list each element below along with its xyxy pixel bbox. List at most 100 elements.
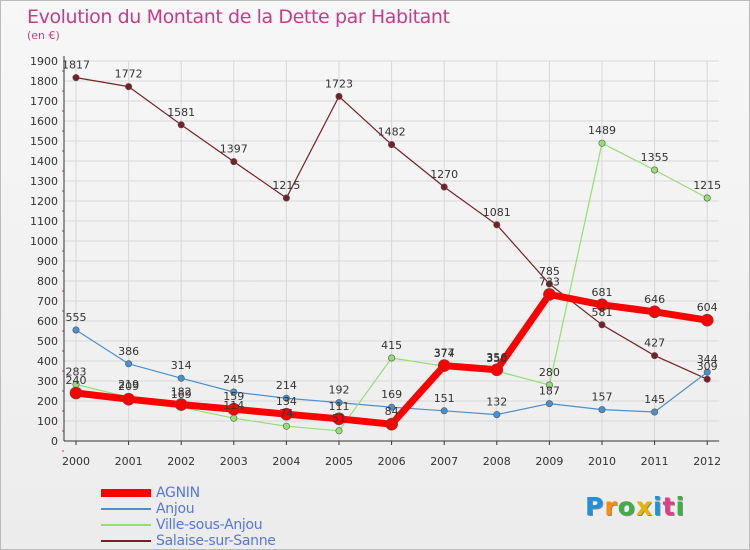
logo-letter: o [617, 492, 636, 521]
data-label-salaise-sur-sanne: 1482 [378, 126, 406, 139]
data-point-salaise-sur-sanne [388, 141, 396, 149]
data-point-anjou [230, 388, 238, 396]
data-label-salaise-sur-sanne: 1397 [220, 143, 248, 156]
data-point-salaise-sur-sanne [493, 221, 501, 229]
data-label-salaise-sur-sanne: 1817 [62, 59, 90, 72]
data-label-agnin: 681 [592, 286, 613, 299]
data-point-anjou [335, 399, 343, 407]
data-label-salaise-sur-sanne: 1270 [430, 168, 458, 181]
data-point-anjou [440, 407, 448, 415]
data-label-ville-sous-anjou: 350 [486, 352, 507, 365]
logo-letter: r [604, 492, 618, 521]
data-point-salaise-sur-sanne [335, 92, 343, 100]
data-point-agnin [122, 392, 135, 406]
data-point-agnin [385, 417, 398, 431]
data-label-anjou: 214 [276, 379, 297, 392]
legend-label: Ville-sous-Anjou [156, 517, 263, 533]
data-point-agnin [280, 407, 293, 421]
unit-label: (en €) [27, 29, 60, 42]
y-tick-label: 1700 [30, 95, 58, 108]
y-tick-label: 700 [37, 295, 58, 308]
y-tick-label: 300 [37, 375, 58, 388]
y-tick-label: 800 [37, 275, 58, 288]
data-label-anjou: 555 [66, 311, 87, 324]
data-label-ville-sous-anjou: 283 [66, 365, 87, 378]
y-tick-label: 600 [37, 315, 58, 328]
x-tick-label: 2007 [430, 455, 458, 468]
chart-title: Evolution du Montant de la Dette par Hab… [27, 6, 450, 28]
legend-swatch [101, 489, 151, 497]
data-label-salaise-sur-sanne: 309 [697, 360, 718, 373]
data-label-agnin: 240 [66, 374, 87, 387]
data-point-anjou [177, 374, 185, 382]
x-tick-label: 2011 [641, 455, 669, 468]
data-point-agnin [543, 288, 556, 301]
y-tick-label: 1100 [30, 215, 58, 228]
data-point-ville-sous-anjou [282, 422, 290, 430]
data-label-agnin: 604 [697, 301, 718, 314]
data-point-agnin [490, 363, 504, 377]
x-tick-label: 2012 [693, 455, 721, 468]
x-tick-label: 2002 [167, 455, 195, 468]
data-label-ville-sous-anjou: 74 [279, 407, 293, 420]
data-label-salaise-sur-sanne: 1772 [115, 68, 143, 81]
data-point-anjou [598, 406, 606, 414]
y-tick-label: 500 [37, 335, 58, 348]
data-point-anjou [72, 326, 80, 334]
legend-label: Anjou [156, 501, 195, 517]
y-tick-label: 1900 [30, 55, 58, 68]
data-label-salaise-sur-sanne: 1215 [272, 179, 300, 192]
data-label-salaise-sur-sanne: 427 [644, 337, 665, 350]
data-point-agnin [227, 402, 241, 416]
data-point-salaise-sur-sanne [545, 280, 553, 288]
logo-letter: P [585, 492, 605, 521]
data-point-ville-sous-anjou [598, 139, 606, 147]
y-tick-label: 1600 [30, 115, 58, 128]
data-point-salaise-sur-sanne [598, 321, 606, 329]
y-tick-label: 200 [37, 395, 58, 408]
data-label-agnin: 159 [223, 390, 244, 403]
data-label-ville-sous-anjou: 219 [118, 378, 139, 391]
data-label-anjou: 344 [697, 353, 718, 366]
y-tick-label: 400 [37, 355, 58, 368]
data-label-salaise-sur-sanne: 581 [592, 306, 613, 319]
data-label-agnin: 209 [118, 380, 139, 393]
proxiti-logo: Proxiti [585, 492, 685, 521]
logo-letter: x [635, 492, 653, 521]
y-tick-label: 1400 [30, 155, 58, 168]
x-tick-label: 2010 [588, 455, 616, 468]
data-point-salaise-sur-sanne [651, 352, 659, 360]
data-point-agnin [437, 359, 451, 372]
x-tick-label: 2003 [220, 455, 248, 468]
x-tick-label: 2008 [483, 455, 511, 468]
data-point-anjou [125, 360, 133, 368]
data-label-salaise-sur-sanne: 1723 [325, 77, 353, 90]
data-label-agnin: 134 [276, 395, 297, 408]
legend-label: Salaise-sur-Sanne [156, 533, 276, 549]
data-label-ville-sous-anjou: 280 [539, 366, 560, 379]
data-point-salaise-sur-sanne [177, 121, 185, 129]
x-tick-label: 2009 [535, 455, 563, 468]
data-point-ville-sous-anjou [335, 427, 343, 435]
data-label-anjou: 187 [539, 385, 560, 398]
data-label-ville-sous-anjou: 1489 [588, 124, 616, 137]
data-label-ville-sous-anjou: 415 [381, 339, 402, 352]
x-tick-label: 2004 [272, 455, 300, 468]
data-label-agnin: 646 [644, 293, 665, 306]
data-point-salaise-sur-sanne [230, 158, 238, 166]
legend-label: AGNIN [156, 485, 200, 501]
y-tick-label: 1500 [30, 135, 58, 148]
logo-letter: i [675, 492, 686, 521]
data-label-ville-sous-anjou: 1355 [641, 151, 669, 164]
data-point-agnin [648, 305, 661, 319]
data-point-anjou [703, 368, 711, 376]
data-label-anjou: 386 [118, 345, 139, 358]
y-tick-label: 1200 [30, 195, 58, 208]
data-label-anjou: 169 [381, 388, 402, 401]
data-label-agnin: 111 [329, 400, 350, 413]
data-point-anjou [651, 408, 659, 416]
y-tick-label: 900 [37, 255, 58, 268]
x-tick-label: 2000 [62, 455, 90, 468]
data-label-anjou: 132 [486, 396, 507, 409]
